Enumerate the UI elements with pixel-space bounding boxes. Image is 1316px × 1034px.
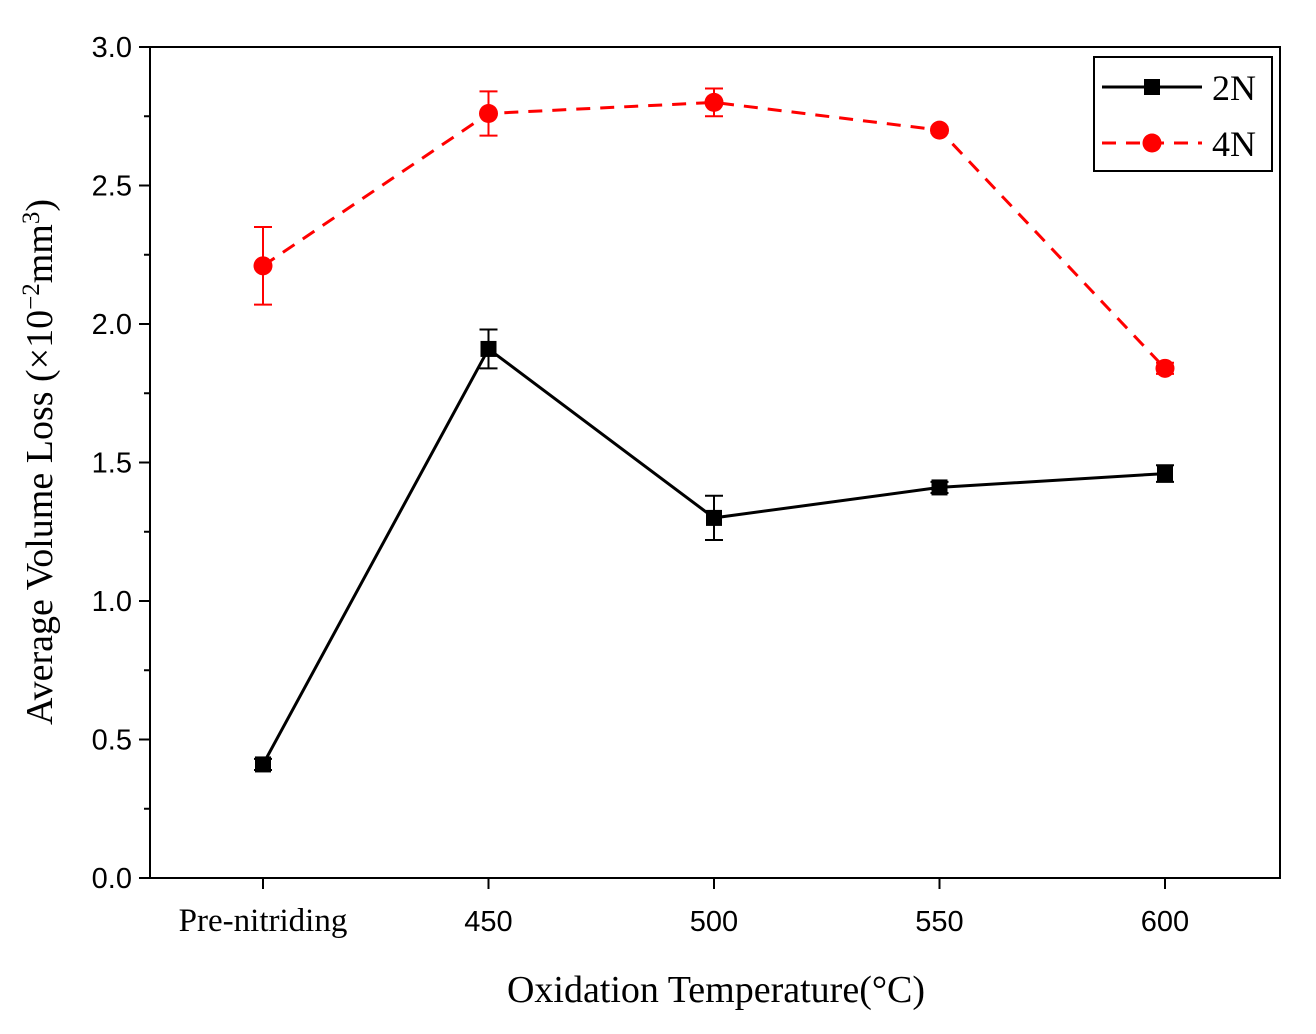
data-point — [704, 92, 724, 112]
y-axis: 0.0 0.5 1.0 1.5 2.0 2.5 3.0 — [92, 32, 150, 895]
y-axis-title-exponent-1: −2 — [18, 283, 45, 310]
x-axis-title: Oxidation Temperature(°C) — [507, 969, 925, 1011]
y-tick-label: 2.0 — [92, 309, 132, 341]
series-line — [262, 100, 1167, 370]
legend-marker-2N — [1144, 79, 1160, 95]
series-layer — [253, 87, 1175, 773]
data-point — [1157, 465, 1173, 482]
y-axis-title-unit: mm — [19, 224, 61, 283]
y-axis-title: Average Volume Loss (×10−2mm3) — [18, 199, 62, 725]
y-tick-label: 0.0 — [92, 863, 132, 895]
data-point — [479, 103, 498, 123]
data-point — [706, 509, 722, 526]
y-tick-label: 1.0 — [92, 586, 132, 618]
x-tick-label: 450 — [464, 906, 512, 938]
series-4N — [253, 87, 1175, 378]
legend-label-2N: 2N — [1212, 68, 1256, 108]
legend-marker-4N — [1142, 133, 1162, 153]
x-tick-label: 500 — [690, 906, 738, 938]
x-axis: Pre-nitriding 450 500 550 600 — [179, 878, 1189, 939]
legend-box — [1093, 56, 1273, 172]
x-tick-label: Pre-nitriding — [179, 903, 348, 939]
legend-label-4N: 4N — [1212, 124, 1256, 164]
data-point — [255, 756, 271, 773]
y-tick-label: 2.5 — [92, 171, 132, 203]
data-point — [480, 340, 497, 357]
y-axis-title-close: ) — [19, 199, 61, 212]
y-tick-label: 1.5 — [92, 448, 132, 480]
x-tick-label: 600 — [1141, 906, 1189, 938]
series-line — [261, 346, 1166, 766]
data-point — [1155, 358, 1175, 378]
data-point — [253, 256, 273, 276]
y-tick-label: 3.0 — [92, 32, 132, 64]
series-2N — [254, 328, 1174, 773]
y-axis-title-exponent-2: 3 — [18, 212, 45, 225]
y-tick-label: 0.5 — [92, 725, 132, 757]
x-tick-label: 550 — [915, 906, 963, 938]
data-point — [930, 120, 949, 140]
data-point — [931, 479, 948, 496]
y-axis-title-main: Average Volume Loss (×10 — [19, 310, 61, 725]
